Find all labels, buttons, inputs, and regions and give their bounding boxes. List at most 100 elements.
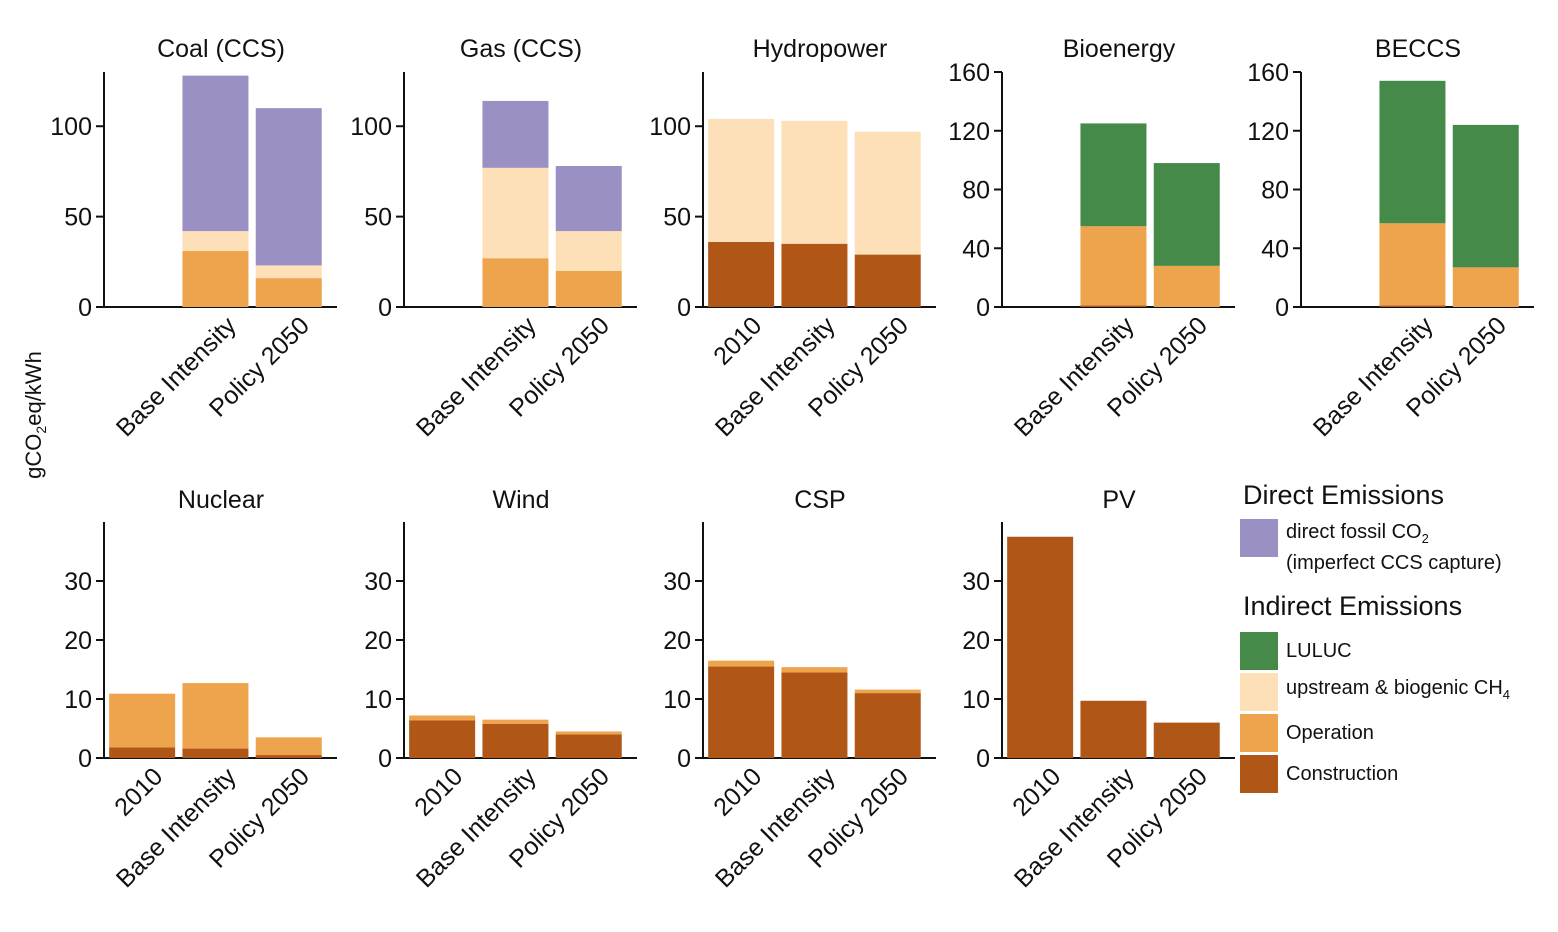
legend-item-upstream: upstream & biogenic CH4 bbox=[1240, 671, 1558, 712]
bar-2010-construction bbox=[1007, 536, 1074, 758]
bar-policy-2050-luluc bbox=[1153, 163, 1220, 266]
bar-base-intensity-operation bbox=[1080, 226, 1147, 306]
y-tick-label: 50 bbox=[663, 204, 691, 232]
bar-base-intensity-operation bbox=[781, 667, 848, 673]
bar-policy-2050-operation bbox=[555, 270, 622, 307]
y-tick-label: 10 bbox=[364, 686, 392, 714]
bar-policy-2050-construction bbox=[255, 755, 322, 758]
y-tick-label: 50 bbox=[64, 204, 92, 232]
bar-base-intensity-operation bbox=[1379, 223, 1446, 306]
bar-2010-construction bbox=[409, 720, 476, 758]
bar-policy-2050-operation bbox=[854, 689, 921, 694]
panel-title: Coal (CCS) bbox=[157, 35, 285, 63]
bar-base-intensity-upstream bbox=[781, 120, 848, 244]
y-tick-label: 10 bbox=[64, 686, 92, 714]
bar-policy-2050-upstream bbox=[555, 231, 622, 271]
bar-2010-operation bbox=[409, 715, 476, 721]
y-tick-label: 100 bbox=[350, 113, 392, 141]
bar-policy-2050-construction bbox=[1153, 722, 1220, 758]
y-tick-label: 120 bbox=[948, 118, 990, 146]
legend: Direct Emissions direct fossil CO2 (imper… bbox=[1240, 480, 1558, 794]
bar-base-intensity-upstream bbox=[482, 167, 549, 259]
y-tick-label: 30 bbox=[364, 568, 392, 596]
x-tick-label: 2010 bbox=[1007, 762, 1066, 821]
legend-label: LULUC bbox=[1286, 639, 1352, 662]
y-tick-label: 160 bbox=[948, 59, 990, 87]
x-tick-label: 2010 bbox=[409, 762, 468, 821]
legend-label: Operation bbox=[1286, 721, 1374, 744]
y-tick-label: 40 bbox=[1261, 235, 1289, 263]
panel-title: Nuclear bbox=[178, 486, 264, 514]
y-tick-label: 0 bbox=[78, 294, 92, 322]
y-tick-label: 20 bbox=[64, 627, 92, 655]
y-tick-label: 20 bbox=[364, 627, 392, 655]
bar-policy-2050-direct_fossil bbox=[255, 108, 322, 266]
bar-policy-2050-operation bbox=[1153, 265, 1220, 307]
legend-label: upstream & biogenic CH4 bbox=[1286, 677, 1511, 702]
bar-2010-upstream bbox=[708, 119, 775, 242]
y-tick-label: 100 bbox=[50, 113, 92, 141]
legend-swatch bbox=[1240, 631, 1278, 670]
panel-title: Bioenergy bbox=[1063, 35, 1176, 63]
bar-base-intensity-construction bbox=[1080, 305, 1147, 307]
panel-title: Wind bbox=[493, 486, 550, 514]
y-tick-label: 100 bbox=[649, 113, 691, 141]
bar-2010-operation bbox=[708, 660, 775, 667]
bar-base-intensity-construction bbox=[182, 748, 249, 758]
legend-indirect-group: LULUC upstream & biogenic CH4 Operation Con… bbox=[1240, 630, 1558, 794]
legend-swatch bbox=[1240, 713, 1278, 752]
y-tick-label: 30 bbox=[962, 568, 990, 596]
y-tick-label: 50 bbox=[364, 204, 392, 232]
bar-base-intensity-direct_fossil bbox=[182, 75, 249, 232]
x-tick-label: 2010 bbox=[109, 762, 168, 821]
y-tick-label: 20 bbox=[962, 627, 990, 655]
bar-policy-2050-operation bbox=[255, 278, 322, 307]
y-tick-label: 0 bbox=[378, 745, 392, 773]
legend-label: direct fossil CO2 (imperfect CCS capture) bbox=[1286, 520, 1502, 574]
bar-policy-2050-operation bbox=[1452, 267, 1519, 307]
y-tick-label: 0 bbox=[378, 294, 392, 322]
bar-2010-construction bbox=[708, 666, 775, 758]
bar-2010-construction bbox=[708, 241, 775, 307]
y-tick-label: 0 bbox=[677, 294, 691, 322]
panel-title: PV bbox=[1102, 486, 1136, 514]
bar-policy-2050-upstream bbox=[854, 131, 921, 255]
bar-policy-2050-construction bbox=[555, 734, 622, 758]
legend-swatch bbox=[1240, 672, 1278, 711]
legend-swatch bbox=[1240, 519, 1278, 557]
panel-title: Gas (CCS) bbox=[460, 35, 582, 63]
bar-base-intensity-operation bbox=[482, 258, 549, 307]
bar-policy-2050-luluc bbox=[1452, 124, 1519, 268]
bar-policy-2050-upstream bbox=[255, 265, 322, 279]
bar-2010-operation bbox=[109, 693, 176, 748]
y-tick-label: 0 bbox=[976, 294, 990, 322]
bar-policy-2050-operation bbox=[555, 731, 622, 735]
y-tick-label: 80 bbox=[1261, 177, 1289, 205]
bar-base-intensity-luluc bbox=[1379, 80, 1446, 224]
y-tick-label: 20 bbox=[663, 627, 691, 655]
bar-base-intensity-operation bbox=[482, 719, 549, 724]
bar-base-intensity-luluc bbox=[1080, 123, 1147, 227]
bar-base-intensity-construction bbox=[781, 672, 848, 758]
legend-direct-group: direct fossil CO2 (imperfect CCS capture) bbox=[1240, 519, 1558, 575]
y-tick-label: 0 bbox=[1275, 294, 1289, 322]
bar-base-intensity-construction bbox=[781, 243, 848, 307]
legend-item-operation: Operation bbox=[1240, 712, 1558, 753]
legend-item-luluc: LULUC bbox=[1240, 630, 1558, 671]
bar-base-intensity-operation bbox=[182, 683, 249, 749]
y-tick-label: 120 bbox=[1247, 118, 1289, 146]
legend-item-construction: Construction bbox=[1240, 753, 1558, 794]
bar-2010-construction bbox=[109, 747, 176, 758]
bar-policy-2050-operation bbox=[255, 737, 322, 756]
bar-base-intensity-construction bbox=[482, 723, 549, 758]
bar-policy-2050-construction bbox=[854, 693, 921, 758]
legend-indirect-heading: Indirect Emissions bbox=[1243, 591, 1463, 621]
